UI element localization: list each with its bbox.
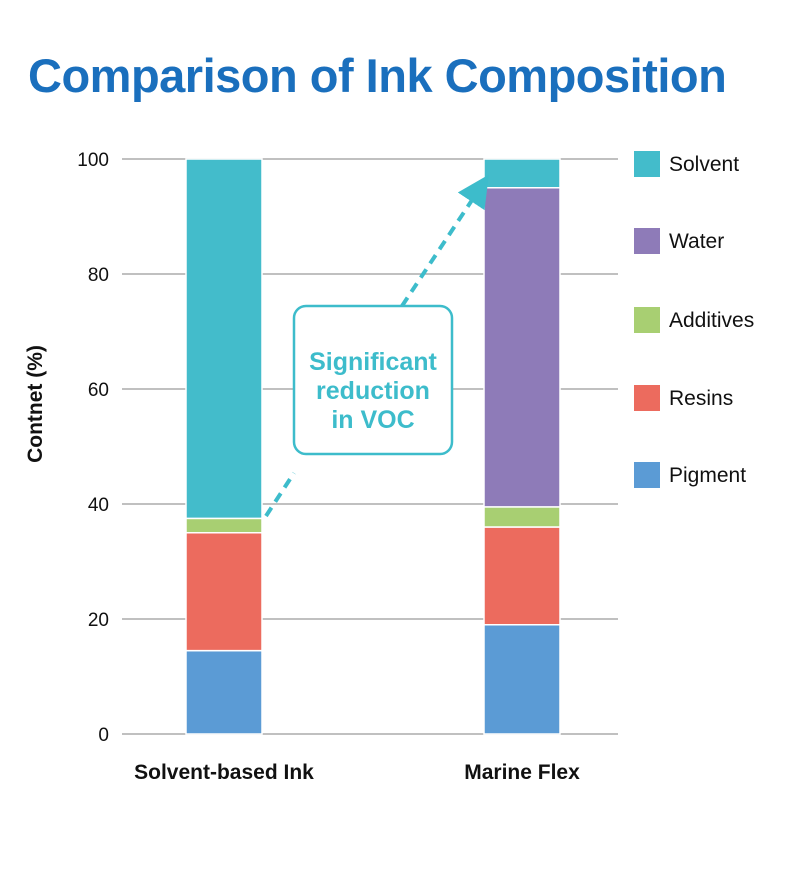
y-tick-label: 40 [88, 495, 109, 516]
legend-label-solvent: Solvent [669, 153, 739, 176]
y-tick-label: 0 [98, 725, 109, 746]
legend-swatch-resins [634, 385, 660, 411]
bar-segment-pigment [185, 649, 263, 735]
category-labels: Solvent-based Ink Marine Flex [134, 761, 580, 784]
legend-label-water: Water [669, 230, 724, 253]
x-category-label: Solvent-based Ink [134, 761, 314, 784]
legend-swatch-water [634, 228, 660, 254]
x-category-label: Marine Flex [464, 761, 580, 784]
y-tick-label: 20 [88, 610, 109, 631]
y-tick-label: 80 [88, 265, 109, 286]
bar-segment-resins [483, 526, 561, 626]
bar-segment-resins [185, 532, 263, 652]
callout-arrow [264, 471, 296, 518]
legend-swatch-pigment [634, 462, 660, 488]
bar-segment-water [483, 187, 561, 508]
callout-text-line-3: in VOC [331, 406, 414, 434]
bar-segments [185, 158, 561, 735]
legend-label-additives: Additives [669, 309, 754, 332]
legend: Solvent Water Additives Resins Pigment [634, 151, 754, 488]
y-axis-ticks: 0 20 40 60 80 100 [77, 150, 109, 746]
voc-callout: Significant reduction in VOC [264, 174, 489, 518]
callout-text-line-2: reduction [316, 377, 430, 405]
legend-label-pigment: Pigment [669, 464, 746, 487]
y-tick-label: 100 [77, 150, 109, 171]
bar-segment-solvent [483, 158, 561, 189]
y-axis-label: Contnet (%) [24, 345, 47, 463]
chart-title: Comparison of Ink Composition [28, 49, 727, 102]
callout-arrow [400, 174, 489, 308]
callout-text-line-1: Significant [309, 348, 437, 376]
y-tick-label: 60 [88, 380, 109, 401]
legend-swatch-solvent [634, 151, 660, 177]
bar-segment-additives [483, 506, 561, 528]
bar-segment-solvent [185, 158, 263, 520]
bar-segment-pigment [483, 624, 561, 735]
callout-box [292, 304, 454, 456]
legend-swatch-additives [634, 307, 660, 333]
bar-segment-additives [185, 517, 263, 534]
legend-label-resins: Resins [669, 387, 733, 410]
